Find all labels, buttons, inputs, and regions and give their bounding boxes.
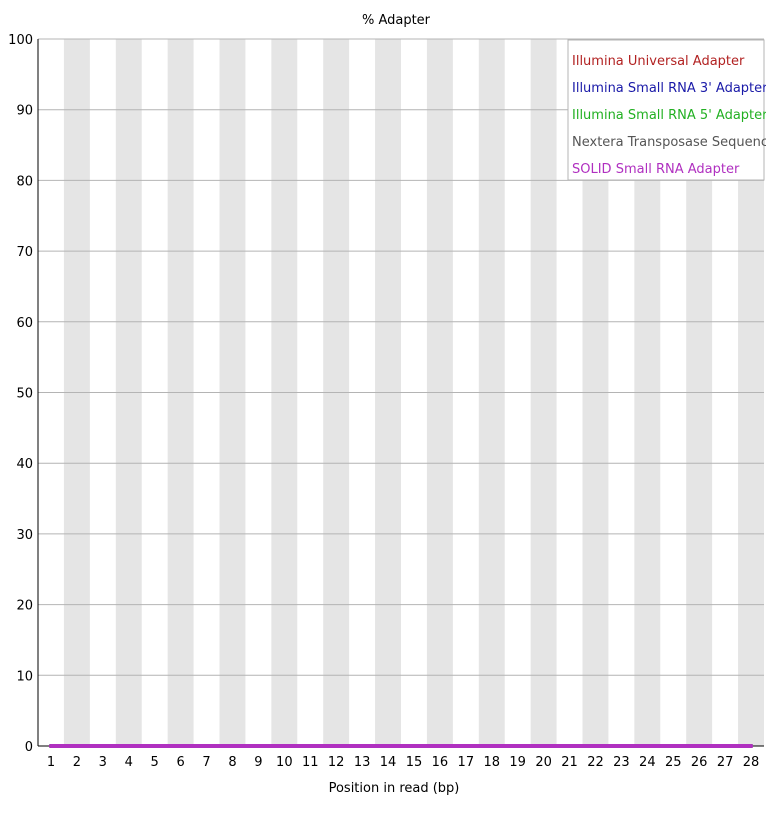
y-tick-label: 60 bbox=[16, 316, 33, 331]
y-tick-label: 10 bbox=[16, 669, 33, 684]
y-tick-label: 30 bbox=[16, 528, 33, 543]
x-tick-label: 12 bbox=[328, 755, 345, 770]
x-tick-label: 10 bbox=[276, 755, 293, 770]
x-tick-label: 6 bbox=[176, 755, 184, 770]
legend-entry: SOLID Small RNA Adapter bbox=[572, 162, 740, 177]
x-axis-label: Position in read (bp) bbox=[329, 781, 460, 796]
x-tick-label: 15 bbox=[406, 755, 423, 770]
x-tick-label: 24 bbox=[639, 755, 656, 770]
legend-box bbox=[567, 39, 765, 181]
y-tick-label: 20 bbox=[16, 599, 33, 614]
x-tick-label: 11 bbox=[302, 755, 319, 770]
gridlines bbox=[38, 38, 764, 747]
y-tick-label: 90 bbox=[16, 104, 33, 119]
y-tick-label: 40 bbox=[16, 457, 33, 472]
x-tick-label: 5 bbox=[151, 755, 159, 770]
y-tick-label: 80 bbox=[16, 174, 33, 189]
x-tick-label: 28 bbox=[743, 755, 760, 770]
x-tick-label: 27 bbox=[717, 755, 734, 770]
x-tick-label: 26 bbox=[691, 755, 708, 770]
legend-entry: Illumina Universal Adapter bbox=[572, 54, 745, 69]
x-tick-label: 25 bbox=[665, 755, 682, 770]
chart-title: % Adapter bbox=[362, 13, 431, 28]
y-tick-labels: 0 10 20 30 40 50 60 70 80 90 100 bbox=[8, 33, 33, 755]
legend-entry: Illumina Small RNA 3' Adapter bbox=[572, 81, 766, 96]
x-tick-label: 7 bbox=[202, 755, 210, 770]
legend-entry: Nextera Transposase Sequence bbox=[572, 135, 766, 150]
x-tick-label: 19 bbox=[509, 755, 526, 770]
x-tick-label: 17 bbox=[458, 755, 475, 770]
x-tick-label: 21 bbox=[561, 755, 578, 770]
x-tick-label: 13 bbox=[354, 755, 371, 770]
x-tick-label: 14 bbox=[380, 755, 397, 770]
x-tick-label: 16 bbox=[432, 755, 449, 770]
y-tick-label: 70 bbox=[16, 245, 33, 260]
x-tick-label: 23 bbox=[613, 755, 630, 770]
legend-entry: Illumina Small RNA 5' Adapter bbox=[572, 108, 766, 123]
y-tick-label: 0 bbox=[25, 740, 33, 755]
x-tick-label: 3 bbox=[99, 755, 107, 770]
x-tick-label: 22 bbox=[587, 755, 604, 770]
y-tick-label: 50 bbox=[16, 387, 33, 402]
x-tick-label: 4 bbox=[125, 755, 133, 770]
x-tick-label: 9 bbox=[254, 755, 262, 770]
x-tick-label: 1 bbox=[47, 755, 55, 770]
x-tick-label: 18 bbox=[483, 755, 500, 770]
x-tick-label: 2 bbox=[73, 755, 81, 770]
x-tick-label: 20 bbox=[535, 755, 552, 770]
legend: Illumina Universal Adapter Illumina Small… bbox=[567, 39, 766, 181]
x-tick-labels: 1 2 3 4 5 6 7 8 9 10 11 12 13 14 15 16 17 18 19 20 21 22 23 24 2… bbox=[47, 755, 759, 770]
x-tick-label: 8 bbox=[228, 755, 236, 770]
y-tick-label: 100 bbox=[8, 33, 33, 48]
